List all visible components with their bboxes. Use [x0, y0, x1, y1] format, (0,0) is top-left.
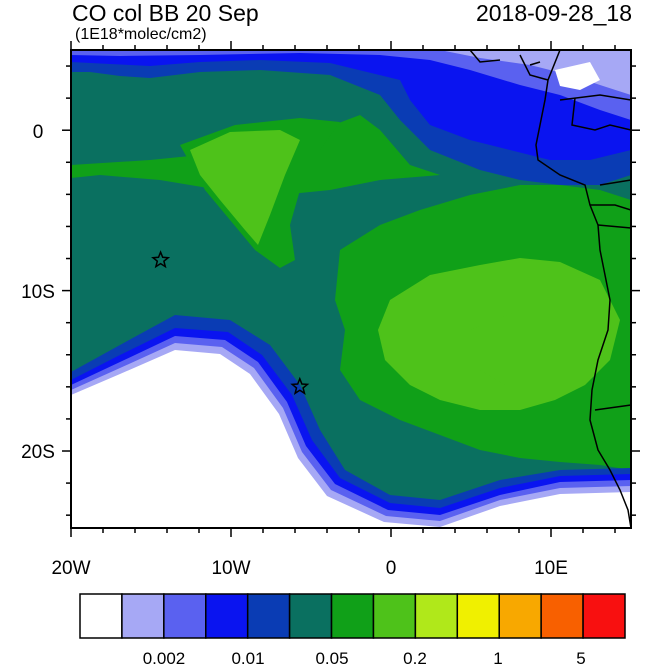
- colorbar-swatch: [582, 593, 626, 639]
- colorbar-label: 0.002: [143, 649, 186, 667]
- star-1-marker: [151, 250, 171, 269]
- colorbar-swatch: [330, 593, 375, 639]
- concentration-field: [71, 50, 631, 528]
- colorbar-swatch: [288, 593, 333, 639]
- plot-frame: [70, 49, 632, 529]
- coastline: [469, 50, 631, 528]
- colorbar-swatch: [372, 593, 417, 639]
- colorbar: [79, 593, 626, 639]
- colorbar-swatch: [414, 593, 459, 639]
- x-tick-label: 20W: [51, 558, 90, 579]
- colorbar-swatch: [246, 593, 291, 639]
- colorbar-swatch: [121, 593, 165, 639]
- x-tick-label: 10E: [534, 558, 568, 579]
- x-tick-label: 0: [386, 558, 397, 579]
- star-2-marker: [290, 376, 310, 395]
- colorbar-label: 0.05: [315, 649, 348, 667]
- colorbar-label: 5: [576, 649, 585, 667]
- colorbar-label: 0.2: [403, 649, 427, 667]
- units-label: (1E18*molec/cm2): [75, 26, 207, 43]
- colorbar-label: 0.01: [231, 649, 264, 667]
- axis-ticks: [62, 41, 640, 537]
- x-tick-label: 10W: [211, 558, 250, 579]
- colorbar-swatch: [79, 593, 123, 639]
- colorbar-swatch: [498, 593, 542, 639]
- colorbar-swatch: [205, 593, 249, 639]
- colorbar-label: 1: [493, 649, 502, 667]
- y-tick-label: 10S: [21, 282, 55, 303]
- colorbar-swatch: [456, 593, 500, 639]
- observation-markers: [151, 250, 310, 395]
- map-title: CO col BB 20 Sep: [72, 0, 259, 26]
- datetime-label: 2018-09-28_18: [475, 0, 632, 26]
- y-tick-label: 0: [33, 122, 44, 143]
- y-tick-label: 20S: [21, 442, 55, 463]
- colorbar-swatch: [540, 593, 584, 639]
- colorbar-swatch: [163, 593, 207, 639]
